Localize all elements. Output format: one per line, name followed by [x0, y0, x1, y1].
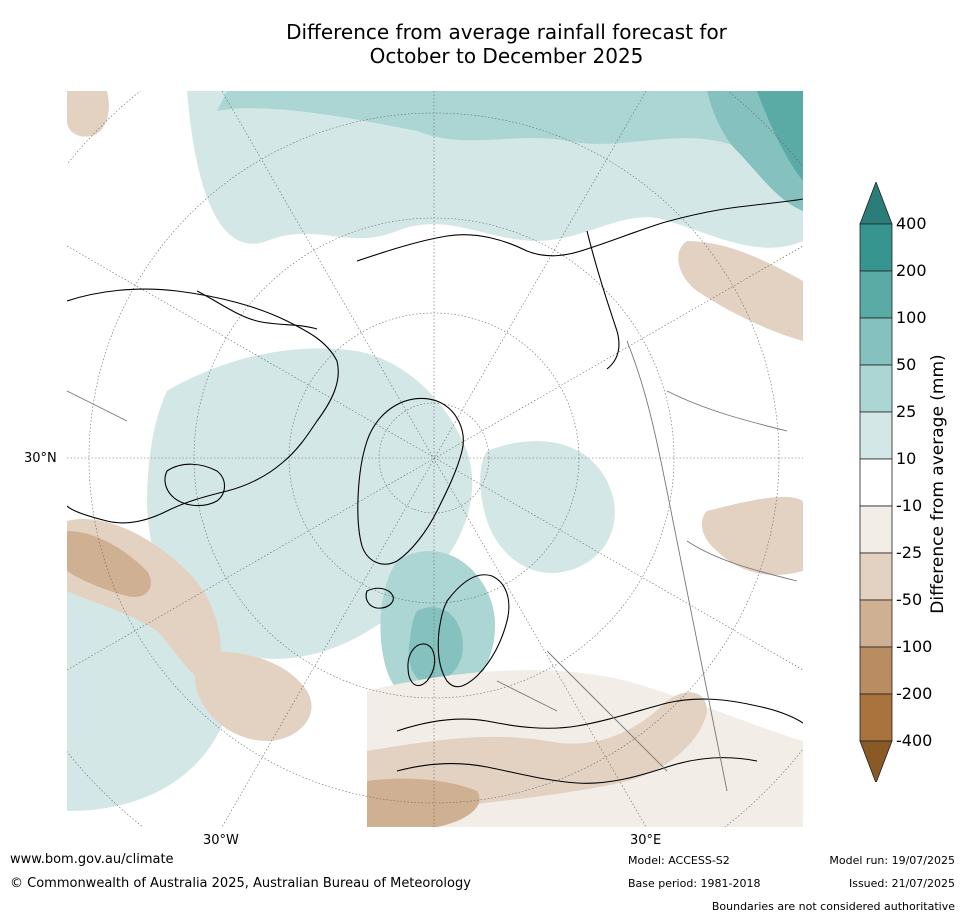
title-line-2: October to December 2025: [369, 44, 644, 68]
colorbar-tick-label: -10: [896, 496, 923, 515]
boundary-line: [626, 340, 728, 792]
colorbar-segment: [859, 646, 893, 695]
dry-region-west-core: [67, 531, 151, 597]
colorbar: [859, 182, 893, 782]
coastline-kamchatka: [586, 230, 620, 370]
coastline-siberia: [356, 198, 803, 262]
coastline-uk: [407, 643, 436, 687]
coastline-hudson-bay: [164, 463, 226, 507]
boundary-line: [496, 680, 558, 712]
colorbar-segment: [859, 458, 893, 507]
coastline-scandinavia: [437, 574, 510, 688]
colorbar-tick-label: -50: [896, 590, 923, 609]
colorbar-segments: [859, 182, 893, 782]
dry-region-mediterranean-dark: [367, 778, 480, 827]
map-canvas: [67, 91, 803, 827]
colorbar-bottom-extension: [859, 740, 893, 782]
wet-region-northeast-core: [757, 91, 803, 181]
wet-region-east: [480, 441, 615, 573]
chart-title: Difference from average rainfall forecas…: [0, 20, 965, 68]
colorbar-tick-label: 50: [896, 355, 917, 374]
colorbar-tick-label: 100: [896, 308, 927, 327]
boundary-line: [666, 390, 788, 432]
colorbar-segment: [859, 552, 893, 601]
coastline-europe: [396, 698, 803, 732]
footer-disclaimer: Boundaries are not considered authoritat…: [711, 900, 955, 913]
footer-model-run: Model run: 19/07/2025: [829, 854, 955, 867]
colorbar-segment: [859, 599, 893, 648]
colorbar-segment: [859, 693, 893, 742]
colorbar-title: Difference from average (mm): [928, 354, 948, 614]
colorbar-segment: [859, 505, 893, 554]
forecast-map: [67, 91, 803, 827]
anomaly-field: [67, 91, 803, 827]
coastline-iceland: [365, 587, 394, 609]
colorbar-top-extension: [859, 182, 893, 225]
colorbar-tick-label: -100: [896, 637, 933, 656]
boundary-line: [686, 540, 798, 582]
coastline-mediterranean: [396, 757, 758, 784]
coastline-canada: [67, 288, 339, 524]
colorbar-tick-label: 400: [896, 214, 927, 233]
title-line-1: Difference from average rainfall forecas…: [286, 20, 727, 44]
dry-region-south: [194, 651, 312, 741]
meridian: [221, 91, 647, 827]
footer-base-period: Base period: 1981-2018: [628, 877, 761, 890]
footer-issued: Issued: 21/07/2025: [848, 877, 955, 890]
wet-region-north-2: [217, 91, 803, 201]
dry-region-northeast: [678, 241, 803, 341]
dry-region-northwest: [67, 91, 109, 137]
boundary-line: [67, 390, 128, 422]
graticule: [67, 91, 803, 827]
longitude-label-30e: 30°E: [630, 833, 662, 848]
colorbar-segment: [859, 411, 893, 460]
coastline-greenland: [357, 397, 464, 565]
meridian: [67, 245, 803, 671]
wet-region-scandinavia-core: [408, 607, 463, 684]
dry-region-mediterranean-core: [367, 692, 707, 812]
country-boundaries: [67, 340, 798, 792]
footer-copyright: © Commonwealth of Australia 2025, Austra…: [10, 876, 471, 891]
colorbar-tick-label: 25: [896, 402, 917, 421]
footer-url[interactable]: www.bom.gov.au/climate: [10, 852, 174, 867]
colorbar-segment: [859, 317, 893, 366]
colorbar-segment: [859, 270, 893, 319]
colorbar-tick-label: 10: [896, 449, 917, 468]
latitude-label-30n: 30°N: [24, 451, 57, 466]
colorbar-tick-label: -200: [896, 684, 933, 703]
footer-model: Model: ACCESS-S2: [628, 854, 730, 867]
colorbar-segment: [859, 223, 893, 272]
coastline-alaska: [196, 290, 318, 330]
colorbar-tick-label: -400: [896, 731, 933, 750]
dry-region-east: [701, 496, 803, 575]
coastlines: [67, 198, 803, 784]
colorbar-axis-label: Difference from average (mm): [928, 342, 958, 626]
colorbar-tick-label: -25: [896, 543, 923, 562]
colorbar-tick-label: 200: [896, 261, 927, 280]
colorbar-segment: [859, 364, 893, 413]
boundary-line: [546, 650, 668, 772]
longitude-label-30w: 30°W: [203, 833, 239, 848]
